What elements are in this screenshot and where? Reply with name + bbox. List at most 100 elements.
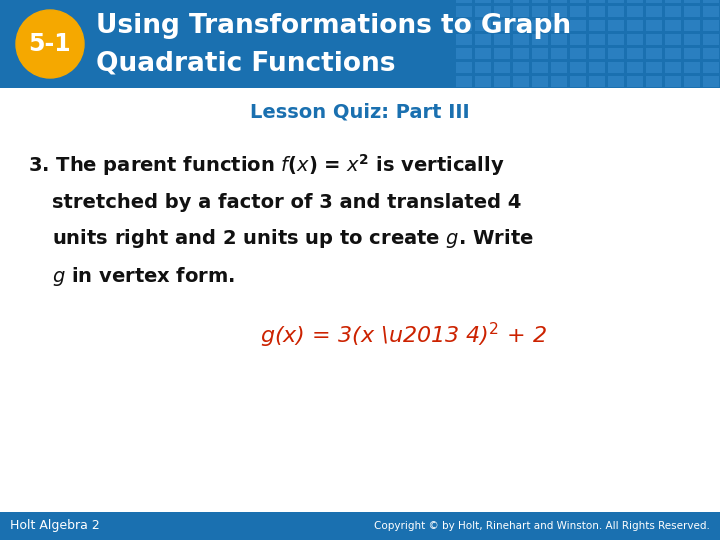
Bar	[570, 48, 586, 59]
Bar	[608, 62, 624, 73]
Bar	[513, 6, 529, 17]
Bar	[551, 34, 567, 45]
Bar	[703, 48, 719, 59]
Bar	[532, 0, 548, 3]
Text: 5-1: 5-1	[29, 32, 71, 56]
Text: Quadratic Functions: Quadratic Functions	[96, 51, 395, 77]
Bar	[570, 62, 586, 73]
Bar	[684, 0, 700, 3]
Bar	[646, 20, 662, 31]
Bar	[570, 0, 586, 3]
Bar	[494, 0, 510, 3]
Bar	[456, 6, 472, 17]
Bar	[646, 62, 662, 73]
Text: Holt Algebra 2: Holt Algebra 2	[10, 519, 100, 532]
Bar	[494, 34, 510, 45]
Bar	[494, 76, 510, 87]
Bar	[475, 6, 491, 17]
Bar	[646, 6, 662, 17]
Bar	[646, 76, 662, 87]
Bar	[456, 20, 472, 31]
Bar	[646, 48, 662, 59]
Bar	[570, 6, 586, 17]
Bar	[665, 6, 681, 17]
Bar	[665, 34, 681, 45]
Bar	[532, 34, 548, 45]
Bar	[589, 62, 605, 73]
Bar	[513, 48, 529, 59]
Bar	[684, 62, 700, 73]
Bar	[570, 20, 586, 31]
Bar	[589, 0, 605, 3]
Bar	[532, 6, 548, 17]
Bar	[551, 76, 567, 87]
Bar	[589, 76, 605, 87]
Bar	[494, 48, 510, 59]
Bar	[532, 20, 548, 31]
Bar	[0, 512, 720, 540]
Bar	[0, 0, 720, 88]
Bar	[684, 6, 700, 17]
Bar	[551, 48, 567, 59]
Bar	[684, 48, 700, 59]
Bar	[684, 20, 700, 31]
Bar	[627, 20, 643, 31]
Bar	[475, 62, 491, 73]
Bar	[570, 76, 586, 87]
Bar	[703, 0, 719, 3]
Text: Copyright © by Holt, Rinehart and Winston. All Rights Reserved.: Copyright © by Holt, Rinehart and Winsto…	[374, 521, 710, 531]
Bar	[608, 0, 624, 3]
Bar	[551, 20, 567, 31]
Bar	[665, 0, 681, 3]
Bar	[608, 20, 624, 31]
Bar	[608, 48, 624, 59]
Bar	[513, 34, 529, 45]
Bar	[665, 62, 681, 73]
Bar	[532, 62, 548, 73]
Bar	[589, 6, 605, 17]
Bar	[551, 6, 567, 17]
Text: $\it{g}$($\it{x}$) = 3($\it{x}$ \u2013 4)$^2$ + 2: $\it{g}$($\it{x}$) = 3($\it{x}$ \u2013 4…	[260, 320, 547, 349]
Bar	[608, 76, 624, 87]
Bar	[456, 76, 472, 87]
Bar	[684, 76, 700, 87]
Bar	[456, 48, 472, 59]
Circle shape	[16, 10, 84, 78]
Bar	[627, 6, 643, 17]
Bar	[627, 76, 643, 87]
Bar	[703, 76, 719, 87]
Bar	[703, 6, 719, 17]
Bar	[608, 6, 624, 17]
Bar	[703, 20, 719, 31]
Bar	[627, 34, 643, 45]
Bar	[494, 6, 510, 17]
Bar	[589, 48, 605, 59]
Bar	[475, 76, 491, 87]
Bar	[646, 0, 662, 3]
Bar	[513, 20, 529, 31]
Bar	[475, 34, 491, 45]
Bar	[475, 48, 491, 59]
Bar	[494, 62, 510, 73]
Bar	[513, 76, 529, 87]
Bar	[627, 62, 643, 73]
Text: Using Transformations to Graph: Using Transformations to Graph	[96, 13, 571, 39]
Text: $\it{g}$ in vertex form.: $\it{g}$ in vertex form.	[52, 265, 235, 287]
Bar	[475, 0, 491, 3]
Bar	[513, 0, 529, 3]
Bar	[513, 62, 529, 73]
Bar	[456, 0, 472, 3]
Bar	[589, 20, 605, 31]
Bar	[684, 34, 700, 45]
Bar	[703, 34, 719, 45]
Bar	[570, 34, 586, 45]
Text: 3. The parent function $\it{f}$($\it{x}$) = $\it{x}$$^{\bf{2}}$ is vertically: 3. The parent function $\it{f}$($\it{x}$…	[28, 152, 505, 178]
Bar	[627, 0, 643, 3]
Bar	[665, 48, 681, 59]
Bar	[551, 0, 567, 3]
Bar	[532, 48, 548, 59]
Text: stretched by a factor of 3 and translated 4: stretched by a factor of 3 and translate…	[52, 192, 521, 212]
Bar	[665, 76, 681, 87]
Bar	[456, 62, 472, 73]
Bar	[475, 20, 491, 31]
